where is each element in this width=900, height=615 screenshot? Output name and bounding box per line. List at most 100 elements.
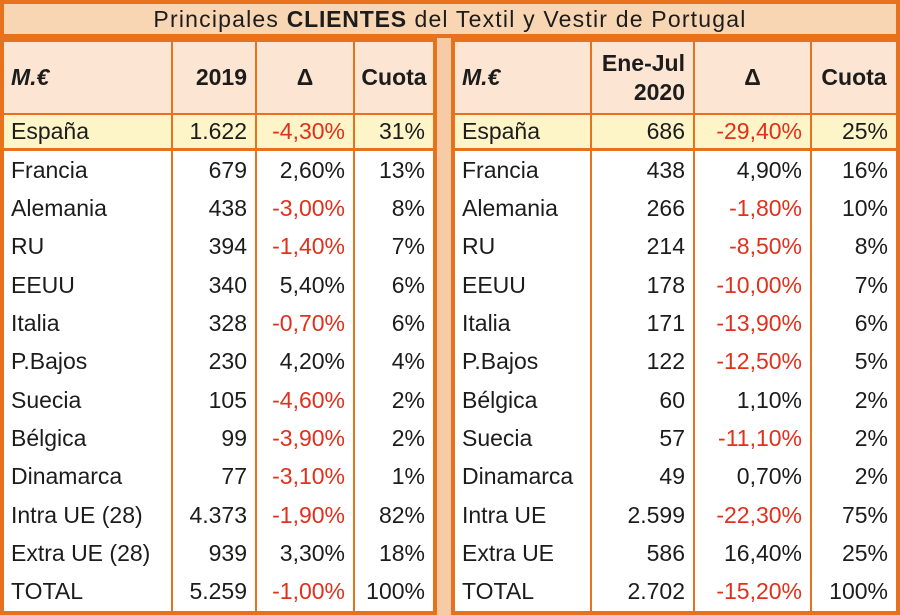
value-cell: 679	[173, 151, 257, 190]
delta-cell: -4,60%	[257, 380, 355, 420]
share-cell: 6%	[391, 271, 425, 298]
delta-cell: -3,90%	[257, 419, 355, 458]
value-cell: 394	[173, 227, 257, 266]
delta-cell: 4,20%	[257, 342, 355, 381]
delta-cell: -12,50%	[695, 342, 812, 381]
share-cell: 100%	[829, 578, 888, 605]
share-cell: 6%	[854, 309, 888, 336]
table-row: Dinamarca 49 0,70% 2%	[455, 457, 896, 496]
col-header-year: 2019	[173, 42, 257, 113]
col-header-cuota: Cuota	[361, 64, 427, 90]
country-cell: RU	[4, 227, 173, 266]
value-cell: 2.702	[592, 572, 695, 611]
value-cell: 4.373	[173, 495, 257, 535]
table-row: Extra UE 586 16,40% 25%	[455, 534, 896, 573]
table-row: Suecia 57 -11,10% 2%	[455, 419, 896, 458]
share-cell: 31%	[378, 118, 425, 144]
country-cell: Bélgica	[455, 380, 592, 420]
country-cell: P.Bajos	[455, 342, 592, 381]
country-cell: RU	[455, 227, 592, 266]
delta-cell: -1,80%	[695, 189, 812, 228]
table-row: Italia 171 -13,90% 6%	[455, 304, 896, 343]
col-header-delta: Δ	[257, 42, 355, 113]
table-row: Extra UE (28) 939 3,30% 18%	[4, 534, 433, 573]
highlight-row-espana: España 1.622 -4,30% 31%	[4, 115, 433, 151]
table-2019-body: Francia 679 2,60% 13% Alemania 438 -3,00…	[4, 151, 433, 611]
delta-cell: -1,00%	[257, 572, 355, 611]
delta-cell: -22,30%	[695, 495, 812, 535]
table-2019: M.€ 2019 Δ Cuota España 1.622 -4,30% 31%…	[0, 38, 437, 615]
share-cell: 7%	[391, 233, 425, 260]
table-row: Francia 679 2,60% 13%	[4, 151, 433, 190]
value-cell: 171	[592, 304, 695, 343]
value-cell: 122	[592, 342, 695, 381]
table-row: Intra UE (28) 4.373 -1,90% 82%	[4, 495, 433, 535]
title-post: del Textil y Vestir de Portugal	[406, 5, 747, 32]
delta-cell: -11,10%	[695, 419, 812, 458]
country-cell: España	[4, 115, 173, 148]
share-cell: 8%	[854, 233, 888, 260]
table-2020-header-row: M.€ Ene-Jul 2020 Δ Cuota	[455, 42, 896, 115]
table-row: RU 394 -1,40% 7%	[4, 227, 433, 266]
value-cell: 49	[592, 457, 695, 496]
country-cell: Extra UE	[455, 534, 592, 573]
delta-cell: 0,70%	[695, 457, 812, 496]
table-row: Italia 328 -0,70% 6%	[4, 304, 433, 343]
share-cell: 10%	[841, 194, 888, 221]
value-cell: 266	[592, 189, 695, 228]
share-cell: 2%	[854, 386, 888, 413]
value-cell: 105	[173, 380, 257, 420]
country-cell: Alemania	[455, 189, 592, 228]
share-cell: 25%	[841, 118, 888, 144]
table-row: P.Bajos 122 -12,50% 5%	[455, 342, 896, 381]
value-cell: 438	[173, 189, 257, 228]
value-cell: 939	[173, 534, 257, 573]
value-cell: 57	[592, 419, 695, 458]
table-row: Bélgica 60 1,10% 2%	[455, 380, 896, 420]
country-cell: Intra UE (28)	[4, 495, 173, 535]
table-separator	[437, 38, 451, 615]
country-cell: EEUU	[4, 265, 173, 305]
value-cell: 77	[173, 457, 257, 496]
table-2020: M.€ Ene-Jul 2020 Δ Cuota España 686 -29,…	[451, 38, 900, 615]
table-row-total: TOTAL 2.702 -15,20% 100%	[455, 572, 896, 611]
country-cell: Bélgica	[4, 419, 173, 458]
share-cell: 18%	[378, 539, 425, 566]
col-header-cuota: Cuota	[821, 64, 887, 90]
country-cell: Alemania	[4, 189, 173, 228]
delta-cell: -29,40%	[695, 115, 812, 148]
share-cell: 5%	[854, 348, 888, 375]
period-line2: 2020	[633, 78, 685, 105]
delta-cell: 1,10%	[695, 380, 812, 420]
col-header-period: Ene-Jul 2020	[592, 42, 695, 113]
value-cell: 230	[173, 342, 257, 381]
delta-cell: -15,20%	[695, 572, 812, 611]
country-cell: Suecia	[4, 380, 173, 420]
title-bar: Principales CLIENTES del Textil y Vestir…	[0, 0, 900, 38]
value-cell: 340	[173, 265, 257, 305]
value-cell: 1.622	[173, 115, 257, 148]
value-cell: 178	[592, 265, 695, 305]
table-row: P.Bajos 230 4,20% 4%	[4, 342, 433, 381]
share-cell: 75%	[841, 501, 888, 528]
table-row-total: TOTAL 5.259 -1,00% 100%	[4, 572, 433, 611]
country-cell: Extra UE (28)	[4, 534, 173, 573]
value-cell: 328	[173, 304, 257, 343]
table-row: EEUU 178 -10,00% 7%	[455, 265, 896, 305]
table-row: Alemania 266 -1,80% 10%	[455, 189, 896, 228]
delta-cell: -4,30%	[257, 115, 355, 148]
country-cell: Italia	[455, 304, 592, 343]
table-row: Bélgica 99 -3,90% 2%	[4, 419, 433, 458]
tables-container: M.€ 2019 Δ Cuota España 1.622 -4,30% 31%…	[0, 38, 900, 615]
delta-cell: 5,40%	[257, 265, 355, 305]
share-cell: 2%	[854, 424, 888, 451]
table-2020-body: Francia 438 4,90% 16% Alemania 266 -1,80…	[455, 151, 896, 611]
country-cell: EEUU	[455, 265, 592, 305]
table-row: Alemania 438 -3,00% 8%	[4, 189, 433, 228]
country-cell: Italia	[4, 304, 173, 343]
col-header-unit: M.€	[4, 42, 173, 113]
country-cell: España	[455, 115, 592, 148]
share-cell: 82%	[378, 501, 425, 528]
col-header-unit: M.€	[455, 42, 592, 113]
value-cell: 214	[592, 227, 695, 266]
